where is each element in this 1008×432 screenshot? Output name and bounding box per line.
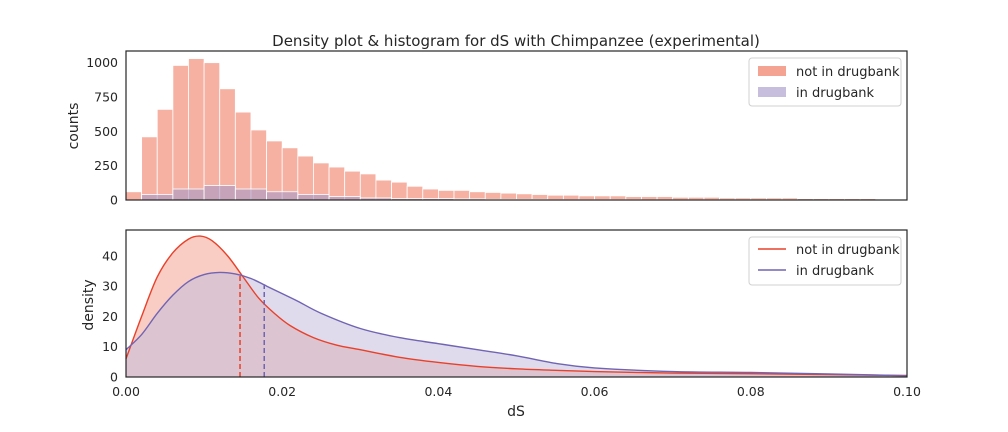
histogram-bar	[141, 136, 158, 201]
chart-title: Density plot & histogram for dS with Chi…	[272, 32, 760, 50]
density-legend: not in drugbank in drugbank	[748, 236, 902, 286]
x-tick-label: 0.04	[424, 384, 452, 399]
legend-frame	[748, 236, 902, 286]
x-tick-label: 0.10	[893, 384, 921, 399]
histogram-bar	[344, 170, 361, 201]
x-tick-label: 0.08	[737, 384, 765, 399]
histogram-bar	[234, 111, 252, 201]
legend-label-not-in-drugbank: not in drugbank	[796, 65, 900, 80]
histogram-bar	[328, 166, 346, 201]
y-axis-label-density: density	[81, 279, 97, 330]
histogram-bar	[266, 191, 299, 201]
histogram-bar	[234, 188, 267, 201]
histogram-bar	[188, 58, 205, 201]
histogram-bar	[203, 62, 221, 201]
histogram-bar	[125, 191, 143, 201]
y-tick-label: 0	[110, 193, 118, 208]
histogram-bar	[141, 194, 174, 201]
x-axis-label-ds: dS	[507, 404, 525, 420]
histogram-bar	[406, 185, 424, 201]
y-tick-label: 40	[102, 248, 118, 263]
y-tick-label: 1000	[86, 55, 118, 70]
histogram-bar	[297, 155, 314, 201]
legend-frame	[748, 57, 902, 107]
y-tick-label: 750	[94, 90, 118, 105]
y-tick-label: 20	[102, 309, 118, 324]
density-line	[125, 235, 908, 377]
legend-label-not-in-drugbank: not in drugbank	[796, 243, 900, 258]
histogram-bar	[219, 88, 236, 201]
x-tick-label: 0.06	[581, 384, 609, 399]
y-tick-label: 0	[110, 370, 118, 385]
legend-label-in-drugbank: in drugbank	[796, 86, 875, 101]
legend-label-in-drugbank: in drugbank	[796, 264, 875, 279]
histogram-bar	[203, 185, 236, 201]
histogram-y-ticks: 0 250 500 750 1000	[86, 55, 118, 207]
histogram-frame	[125, 50, 908, 201]
x-tick-label: 0.02	[268, 384, 296, 399]
histogram-subplot: Density plot & histogram for dS with Chi…	[66, 32, 908, 208]
y-tick-label: 10	[102, 339, 118, 354]
y-tick-label: 250	[94, 158, 118, 173]
density-y-ticks: 0 10 20 30 40	[102, 248, 118, 384]
histogram-bar	[375, 179, 392, 201]
y-axis-label-counts: counts	[66, 103, 82, 150]
histogram-bar	[391, 181, 408, 201]
y-tick-label: 30	[102, 279, 118, 294]
histogram-bar	[297, 194, 330, 201]
density-x-ticks: 0.00 0.02 0.04 0.06 0.08 0.10	[112, 384, 921, 399]
density-area	[126, 272, 907, 377]
y-tick-label: 500	[94, 124, 118, 139]
histogram-bar	[359, 173, 377, 201]
histogram-bar	[484, 192, 502, 201]
histogram-bar	[266, 140, 283, 201]
histogram-bar	[172, 188, 205, 201]
histogram-bar	[172, 65, 189, 201]
density-frame	[125, 229, 908, 378]
histogram-legend: not in drugbank in drugbank	[748, 57, 902, 107]
legend-swatch-not-in-drugbank	[758, 66, 786, 76]
density-line	[125, 271, 908, 377]
density-plot-area	[125, 235, 908, 377]
histogram-bar	[156, 108, 174, 201]
legend-swatch-in-drugbank	[758, 87, 786, 97]
x-tick-label: 0.00	[112, 384, 140, 399]
